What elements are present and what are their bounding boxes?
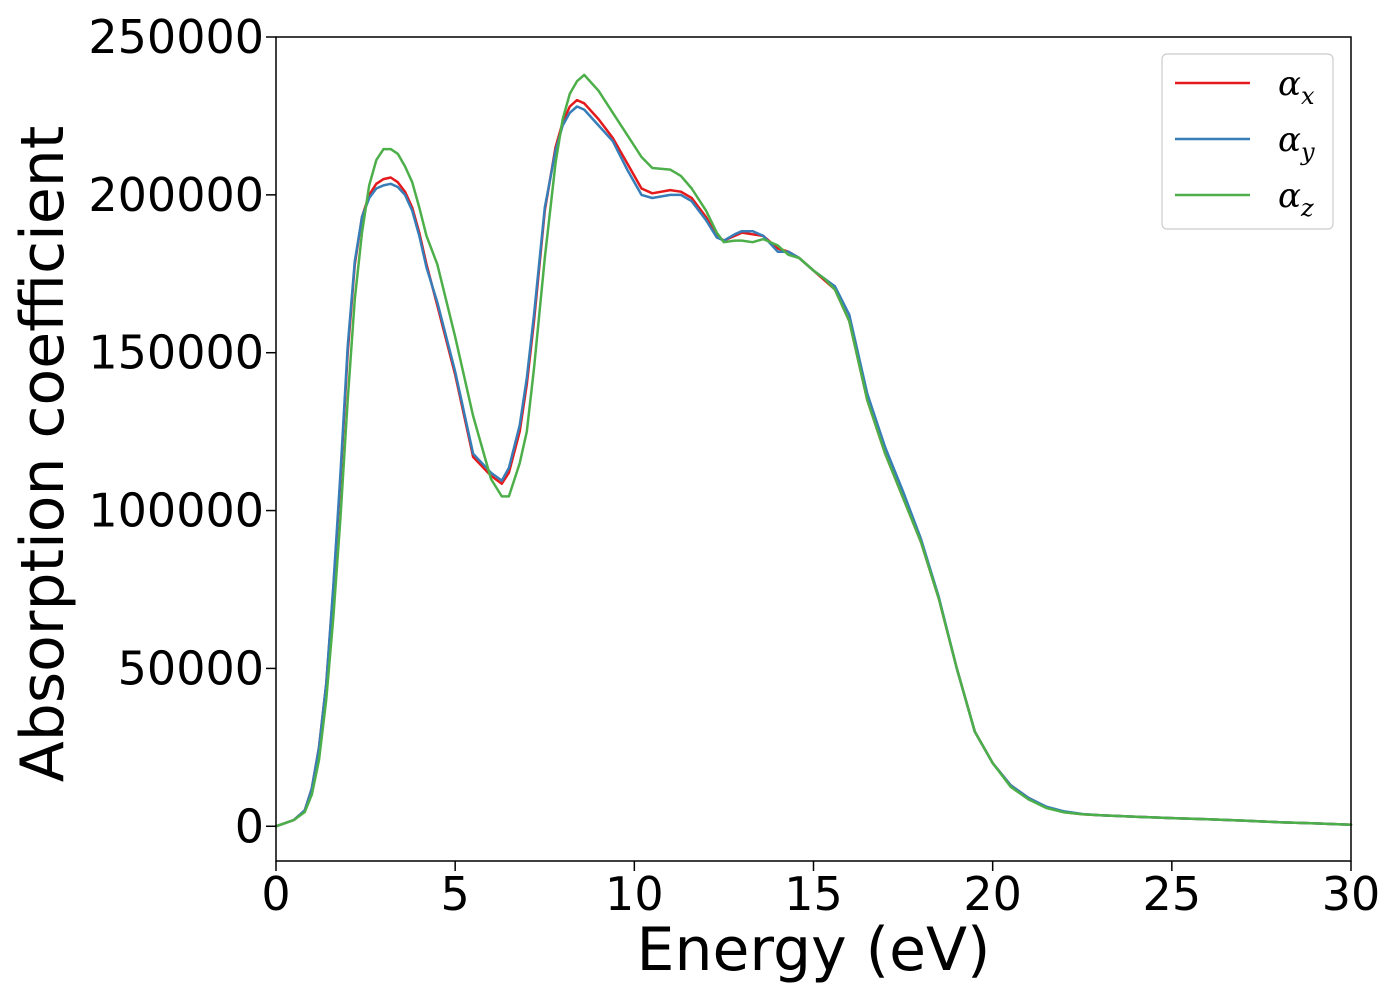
legend-symbol: α — [1278, 64, 1301, 104]
y-tick-label: 250000 — [88, 10, 264, 64]
series-line-z — [274, 73, 1353, 828]
x-tick-label: 25 — [1143, 867, 1202, 921]
legend-label-y: αy — [1278, 120, 1315, 166]
legend-symbol: α — [1278, 176, 1301, 216]
y-tick-label: 100000 — [88, 484, 264, 538]
y-axis-title: Absorption coefficient — [8, 126, 78, 783]
legend-box — [1161, 53, 1334, 230]
y-tick-label: 50000 — [118, 641, 264, 695]
legend-subscript: z — [1300, 194, 1314, 222]
x-tick-label: 20 — [963, 867, 1022, 921]
x-axis: 0 5 10 15 20 25 30 — [261, 861, 1380, 921]
y-tick-label: 200000 — [88, 168, 264, 222]
legend-label-x: αx — [1278, 64, 1315, 110]
y-axis: 0 50000 100000 150000 200000 250000 — [88, 10, 276, 853]
x-tick-label: 30 — [1322, 867, 1381, 921]
legend-subscript: x — [1301, 82, 1315, 110]
x-axis-title: Energy (eV) — [637, 915, 991, 985]
legend-label-z: αz — [1278, 176, 1314, 222]
y-tick-label: 0 — [235, 799, 264, 853]
x-tick-label: 15 — [784, 867, 843, 921]
series-layer — [274, 73, 1353, 828]
y-tick-label: 150000 — [88, 326, 264, 380]
x-tick-label: 10 — [605, 867, 664, 921]
legend-subscript: y — [1300, 138, 1315, 166]
legend-symbol: α — [1278, 120, 1301, 160]
x-tick-label: 0 — [261, 867, 290, 921]
x-tick-label: 5 — [441, 867, 470, 921]
